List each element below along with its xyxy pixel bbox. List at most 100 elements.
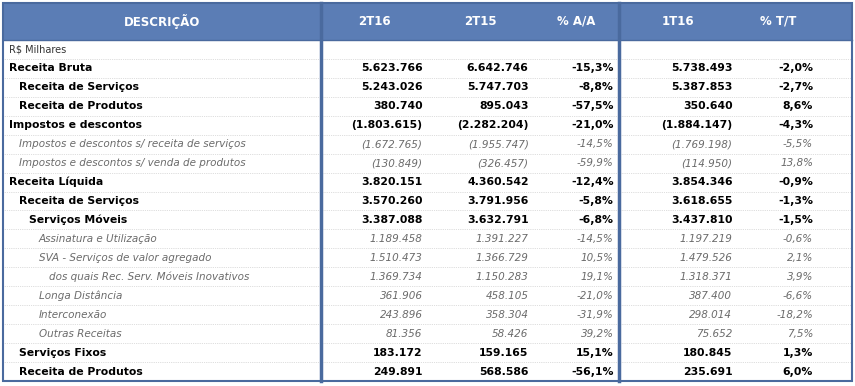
Bar [3,59,852,78]
Text: Serviços Fixos: Serviços Fixos [19,347,106,357]
Text: 4.360.542: 4.360.542 [467,177,528,187]
Bar [3,286,852,305]
Text: 159.165: 159.165 [480,347,528,357]
Text: R$ Milhares: R$ Milhares [9,44,66,54]
Text: -21,0%: -21,0% [571,120,614,130]
Text: -4,3%: -4,3% [778,120,813,130]
Text: -5,8%: -5,8% [579,196,614,206]
Text: DESCRIÇÃO: DESCRIÇÃO [124,14,200,29]
Bar [3,210,852,229]
Text: 5.747.703: 5.747.703 [467,82,528,92]
Text: (114.950): (114.950) [681,158,733,168]
Text: 13,8%: 13,8% [780,158,813,168]
Text: (2.282.204): (2.282.204) [457,120,528,130]
Bar [3,173,852,191]
Text: 3.632.791: 3.632.791 [467,215,528,225]
Text: 1.197.219: 1.197.219 [680,234,733,244]
Text: 6,0%: 6,0% [782,367,813,376]
Text: -2,7%: -2,7% [778,82,813,92]
Text: 10,5%: 10,5% [581,253,614,263]
Text: 243.896: 243.896 [380,310,422,320]
Text: (1.803.615): (1.803.615) [351,120,422,130]
Text: (1.955.747): (1.955.747) [468,139,528,149]
Bar [3,40,852,59]
Bar [3,305,852,324]
Text: 8,6%: 8,6% [782,101,813,111]
Text: 458.105: 458.105 [486,291,528,301]
Text: 3.618.655: 3.618.655 [671,196,733,206]
Text: 2T16: 2T16 [358,15,391,28]
Text: 568.586: 568.586 [479,367,528,376]
Text: -14,5%: -14,5% [577,234,614,244]
Text: -12,4%: -12,4% [571,177,614,187]
Text: (1.769.198): (1.769.198) [671,139,733,149]
Text: -56,1%: -56,1% [571,367,614,376]
Text: Receita Líquida: Receita Líquida [9,177,103,187]
Text: 3.820.151: 3.820.151 [362,177,422,187]
Text: 5.623.766: 5.623.766 [361,63,422,73]
Bar [3,116,852,135]
Text: 1.479.526: 1.479.526 [680,253,733,263]
Text: -2,0%: -2,0% [778,63,813,73]
Text: -0,9%: -0,9% [778,177,813,187]
Text: (1.884.147): (1.884.147) [661,120,733,130]
Text: -1,5%: -1,5% [778,215,813,225]
Text: -6,8%: -6,8% [579,215,614,225]
Text: -18,2%: -18,2% [776,310,813,320]
Text: -0,6%: -0,6% [783,234,813,244]
Text: Longa Distância: Longa Distância [39,291,122,301]
Bar [3,135,852,154]
Text: 3.387.088: 3.387.088 [361,215,422,225]
Text: Outras Receitas: Outras Receitas [39,328,121,339]
Text: Receita de Serviços: Receita de Serviços [19,196,139,206]
Text: 350.640: 350.640 [683,101,733,111]
Text: Receita de Produtos: Receita de Produtos [19,367,143,376]
Text: 6.642.746: 6.642.746 [467,63,528,73]
Text: 5.738.493: 5.738.493 [671,63,733,73]
Text: 1T16: 1T16 [662,15,694,28]
Text: Receita de Produtos: Receita de Produtos [19,101,143,111]
Text: 358.304: 358.304 [486,310,528,320]
Bar [3,324,852,343]
Text: (130.849): (130.849) [372,158,422,168]
Bar [3,267,852,286]
Text: -21,0%: -21,0% [577,291,614,301]
Text: 1.366.729: 1.366.729 [475,253,528,263]
Text: 3.854.346: 3.854.346 [671,177,733,187]
Text: Impostos e descontos s/ receita de serviços: Impostos e descontos s/ receita de servi… [19,139,245,149]
Text: 298.014: 298.014 [689,310,733,320]
Text: 895.043: 895.043 [479,101,528,111]
Text: % T/T: % T/T [759,15,796,28]
Text: Impostos e descontos s/ venda de produtos: Impostos e descontos s/ venda de produto… [19,158,245,168]
Bar [3,154,852,173]
Text: 3.791.956: 3.791.956 [467,196,528,206]
Bar [3,248,852,267]
Text: -59,9%: -59,9% [577,158,614,168]
Text: Serviços Móveis: Serviços Móveis [29,215,127,225]
Text: % A/A: % A/A [557,15,595,28]
Text: -8,8%: -8,8% [579,82,614,92]
Text: dos quais Rec. Serv. Móveis Inovativos: dos quais Rec. Serv. Móveis Inovativos [49,272,250,282]
Bar [3,191,852,210]
Text: 1.189.458: 1.189.458 [369,234,422,244]
Bar [3,229,852,248]
Text: Interconexão: Interconexão [39,310,108,320]
Text: 3.437.810: 3.437.810 [671,215,733,225]
Text: 361.906: 361.906 [380,291,422,301]
Text: 7,5%: 7,5% [787,328,813,339]
Bar [3,343,852,362]
Bar [3,97,852,116]
Text: 183.172: 183.172 [373,347,422,357]
Text: -5,5%: -5,5% [783,139,813,149]
Text: 1.369.734: 1.369.734 [369,272,422,282]
Text: -1,3%: -1,3% [778,196,813,206]
Text: 81.356: 81.356 [386,328,422,339]
Text: 1.510.473: 1.510.473 [369,253,422,263]
Text: 1.150.283: 1.150.283 [475,272,528,282]
Text: Impostos e descontos: Impostos e descontos [9,120,142,130]
Text: (326.457): (326.457) [478,158,528,168]
Text: 5.243.026: 5.243.026 [361,82,422,92]
Bar [3,3,852,40]
Text: 15,1%: 15,1% [575,347,614,357]
Bar [3,362,852,381]
